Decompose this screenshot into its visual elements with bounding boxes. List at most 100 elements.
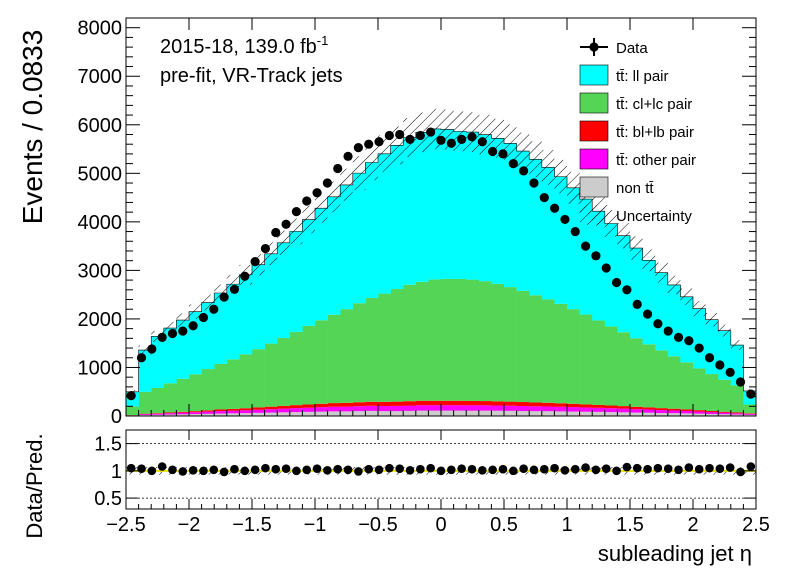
data-point-4 [167, 328, 178, 339]
bar-4-12 [277, 242, 291, 338]
data-point-37 [508, 159, 518, 169]
bar-0-49 [743, 414, 757, 416]
bar-2-42 [655, 408, 669, 411]
uncertainty-bin-31 [516, 132, 530, 170]
bar-1-36 [579, 407, 593, 412]
legend-uncertainty-swatch [580, 205, 608, 225]
ratio-point-2 [147, 466, 157, 476]
bar-3-30 [504, 287, 517, 402]
bar-1-13 [289, 408, 303, 413]
bar-4-14 [302, 219, 316, 326]
ratio-point-40 [539, 464, 549, 474]
bar-3-14 [302, 325, 316, 405]
y-axis-title: Events / 0.0833 [17, 30, 48, 225]
bar-3-3 [163, 383, 177, 413]
bar-2-34 [554, 403, 568, 407]
bar-0-29 [491, 410, 505, 416]
bar-1-10 [252, 409, 265, 413]
uncertainty-bin-41 [642, 249, 656, 272]
bar-4-24 [428, 128, 442, 280]
ratio-point-57 [715, 464, 725, 473]
y-tick-label-4: 4000 [78, 212, 123, 234]
legend-swatch-2 [579, 120, 609, 142]
uncertainty-bin-40 [630, 236, 643, 260]
bar-3-41 [642, 344, 656, 408]
legend-label-4: tt̄: ll pair [616, 68, 669, 85]
bar-3-34 [554, 303, 568, 404]
data-point-47 [611, 277, 622, 288]
bar-2-17 [340, 402, 354, 407]
bar-0-23 [415, 410, 429, 416]
series-4 [126, 128, 757, 407]
data-point-51 [653, 319, 663, 329]
bar-1-17 [340, 406, 354, 412]
bar-0-33 [541, 411, 555, 416]
ratio-point-43 [570, 464, 580, 474]
bar-1-38 [604, 408, 618, 413]
legend-data-label: Data [616, 40, 648, 57]
ratio-point-16 [292, 466, 301, 476]
bar-3-6 [201, 369, 215, 411]
bar-2-29 [491, 401, 505, 406]
x-tick-label-2: −1.5 [232, 514, 271, 536]
bar-0-20 [378, 411, 391, 416]
ratio-point-46 [601, 464, 611, 473]
bar-0-27 [466, 410, 480, 416]
bar-1-48 [730, 413, 744, 415]
data-point-24 [374, 137, 384, 147]
bar-3-24 [428, 279, 442, 401]
bar-0-31 [516, 411, 530, 416]
bar-2-41 [642, 407, 656, 410]
uncertainty-bin-19 [365, 144, 378, 181]
data-point-54 [684, 336, 694, 346]
ratio-point-11 [240, 466, 250, 476]
uncertainty-bin-47 [718, 324, 731, 337]
ratio-point-49 [632, 463, 642, 473]
bar-0-5 [189, 414, 202, 416]
ratio-point-28 [416, 464, 425, 474]
bar-2-38 [604, 405, 618, 409]
bar-4-23 [415, 132, 429, 282]
bar-4-17 [340, 184, 354, 310]
data-point-30 [436, 135, 446, 145]
bar-2-12 [277, 405, 291, 409]
ratio-point-1 [137, 464, 146, 473]
ratio-point-55 [694, 464, 704, 474]
data-point-35 [488, 146, 498, 157]
bar-1-35 [567, 407, 580, 412]
x-tick-label-0: −2.5 [106, 514, 145, 536]
data-point-12 [250, 257, 260, 267]
bar-3-26 [453, 278, 467, 401]
bar-2-40 [630, 406, 643, 410]
series-0 [126, 410, 757, 416]
bar-1-11 [264, 409, 278, 413]
data-point-46 [601, 263, 611, 273]
ratio-point-41 [550, 463, 559, 473]
bar-2-30 [504, 401, 517, 406]
bar-4-19 [365, 162, 379, 298]
bar-0-16 [327, 411, 341, 416]
ratio-y-tick-label-0: 0.5 [94, 488, 122, 510]
bar-1-19 [365, 405, 379, 411]
ratio-point-0 [126, 463, 136, 473]
bar-4-5 [189, 311, 202, 375]
ratio-point-39 [529, 465, 539, 475]
bar-0-14 [302, 411, 316, 416]
bar-0-3 [163, 414, 177, 416]
ratio-point-56 [705, 463, 714, 473]
ratio-point-48 [622, 462, 632, 472]
bar-2-8 [226, 408, 240, 411]
bar-3-37 [592, 320, 606, 405]
bar-0-39 [617, 412, 631, 416]
bar-3-25 [441, 278, 454, 401]
bar-3-39 [617, 332, 631, 407]
uncertainty-bin-5 [189, 304, 202, 319]
bar-4-16 [327, 196, 341, 315]
y-tick-label-0: 0 [111, 406, 122, 428]
ratio-point-35 [488, 465, 497, 475]
bar-4-31 [516, 151, 530, 291]
bar-2-4 [176, 411, 190, 413]
ratio-plot: 0.5 1 1.5 −2.5 −2 −1.5 −1 −0.5 0 0.5 1 1.5 2 2.5 [94, 429, 770, 536]
bar-4-32 [529, 159, 543, 296]
bar-4-25 [441, 129, 454, 279]
